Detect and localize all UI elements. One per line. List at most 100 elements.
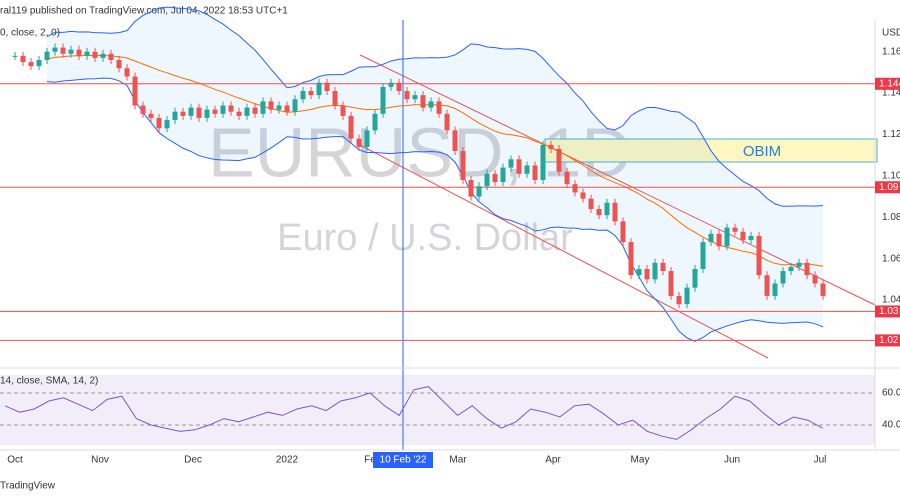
- candle: [44, 51, 50, 60]
- band-upper: [46, 6, 824, 207]
- candle: [444, 113, 450, 131]
- level-tag: [875, 77, 900, 90]
- candle: [244, 107, 250, 116]
- candle: [596, 208, 602, 216]
- candle: [348, 115, 354, 139]
- candle: [420, 95, 426, 108]
- candle: [380, 86, 386, 114]
- time-label: May: [631, 455, 650, 466]
- candle: [308, 91, 314, 96]
- candle: [76, 49, 82, 56]
- candle: [268, 101, 274, 110]
- footer-brand: TradingView: [0, 481, 56, 492]
- candle: [724, 227, 730, 247]
- candle: [460, 151, 466, 181]
- time-label: Nov: [91, 455, 109, 466]
- candle: [508, 159, 514, 168]
- candle: [772, 283, 778, 296]
- candle: [764, 275, 770, 296]
- time-label: Jul: [814, 455, 827, 466]
- candle: [212, 109, 218, 114]
- time-label: 10 Feb '22: [380, 455, 427, 466]
- candle: [364, 130, 370, 147]
- candle: [36, 59, 42, 67]
- candle: [524, 165, 530, 174]
- candle: [700, 242, 706, 270]
- candle: [804, 262, 810, 276]
- time-label: Fe: [364, 455, 376, 466]
- candle: [116, 59, 122, 69]
- candle: [780, 271, 786, 284]
- candle: [204, 109, 210, 118]
- candle: [92, 51, 98, 58]
- channel-top: [359, 54, 876, 306]
- candle: [12, 55, 18, 57]
- candle: [196, 107, 202, 118]
- candle: [484, 173, 490, 187]
- channel-bottom: [359, 144, 769, 359]
- candle: [500, 167, 506, 183]
- candle: [84, 51, 90, 56]
- price-tick-label: 1.080: [882, 212, 900, 223]
- candle: [388, 82, 394, 87]
- level-tag: [875, 305, 900, 318]
- candle: [188, 107, 194, 116]
- candle: [708, 233, 714, 243]
- candle: [652, 262, 658, 280]
- candle: [356, 138, 362, 147]
- candle: [252, 107, 258, 114]
- candle: [564, 171, 570, 185]
- candle: [340, 105, 346, 116]
- candle: [68, 49, 74, 54]
- candle: [628, 242, 634, 276]
- candle: [140, 105, 146, 114]
- candle: [468, 180, 474, 197]
- candle: [404, 91, 410, 100]
- candle: [396, 82, 402, 92]
- candle: [748, 235, 754, 241]
- band-basis: [46, 54, 824, 267]
- candle: [228, 105, 234, 112]
- candle: [180, 111, 186, 116]
- candle: [676, 295, 682, 305]
- candle: [556, 148, 562, 172]
- candle: [284, 105, 290, 112]
- candle: [300, 91, 306, 100]
- candle: [580, 192, 586, 199]
- candle: [740, 231, 746, 241]
- candle: [156, 117, 162, 129]
- candle: [332, 91, 338, 106]
- candle: [548, 144, 554, 149]
- candle: [660, 262, 666, 272]
- header: ral119 published on TradingView.com, Jul…: [0, 6, 288, 17]
- time-label: Dec: [184, 455, 202, 466]
- level-label: 1.03: [879, 306, 899, 317]
- candle: [572, 184, 578, 193]
- candle: [60, 47, 66, 54]
- price-tick-label: 1.160: [882, 46, 900, 57]
- candle: [436, 101, 442, 114]
- time-label: Mar: [449, 455, 467, 466]
- rsi-label: 14, close, SMA, 14, 2): [0, 376, 98, 387]
- candle: [292, 99, 298, 112]
- rsi-tick-label: 40.0: [882, 420, 900, 431]
- candle: [260, 101, 266, 114]
- candle: [148, 113, 154, 118]
- candle: [172, 111, 178, 120]
- price-tick-label: 1.060: [882, 253, 900, 264]
- candle: [324, 82, 330, 92]
- candle: [820, 283, 826, 296]
- candle: [108, 53, 114, 60]
- candle: [220, 105, 226, 114]
- level-label: 1.02: [879, 335, 899, 346]
- candle: [236, 111, 242, 116]
- candle: [692, 269, 698, 288]
- candle: [732, 227, 738, 232]
- candle: [452, 130, 458, 152]
- watermark-description: Euro / U.S. Dollar: [277, 217, 573, 259]
- candle: [276, 105, 282, 110]
- candle: [476, 186, 482, 197]
- time-label: Apr: [545, 455, 561, 466]
- currency: USD: [882, 28, 900, 39]
